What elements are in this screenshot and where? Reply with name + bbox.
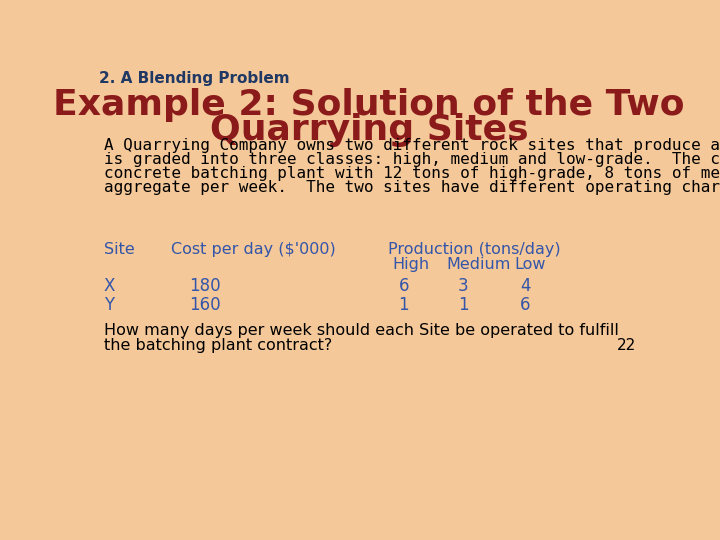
Text: concrete batching plant with 12 tons of high-grade, 8 tons of medium-grade and 2: concrete batching plant with 12 tons of …: [104, 166, 720, 181]
Text: 3: 3: [458, 278, 469, 295]
Text: A Quarrying Company owns two different rock sites that produce aggregate which, : A Quarrying Company owns two different r…: [104, 138, 720, 153]
Text: Production (tons/day): Production (tons/day): [388, 242, 561, 257]
Text: the batching plant contract?: the batching plant contract?: [104, 338, 332, 353]
Text: Low: Low: [515, 257, 546, 272]
Text: How many days per week should each Site be operated to fulfill: How many days per week should each Site …: [104, 323, 618, 338]
Text: 160: 160: [189, 296, 221, 314]
Text: 1: 1: [458, 296, 469, 314]
Text: High: High: [392, 257, 429, 272]
Text: 6: 6: [520, 296, 531, 314]
Text: Example 2: Solution of the Two: Example 2: Solution of the Two: [53, 88, 685, 122]
Text: 2. A Blending Problem: 2. A Blending Problem: [99, 71, 290, 86]
Text: 4: 4: [520, 278, 531, 295]
Text: aggregate per week.  The two sites have different operating characteristics as d: aggregate per week. The two sites have d…: [104, 179, 720, 194]
Text: X: X: [104, 278, 115, 295]
Text: 6: 6: [398, 278, 409, 295]
Text: 22: 22: [617, 338, 636, 353]
Text: Y: Y: [104, 296, 114, 314]
Text: Medium: Medium: [446, 257, 511, 272]
Text: 1: 1: [398, 296, 409, 314]
Text: is graded into three classes: high, medium and low-grade.  The company has contr: is graded into three classes: high, medi…: [104, 152, 720, 167]
Text: Quarrying Sites: Quarrying Sites: [210, 112, 528, 146]
Text: Cost per day ($'000): Cost per day ($'000): [171, 242, 336, 257]
Text: Site: Site: [104, 242, 135, 257]
Text: 180: 180: [189, 278, 221, 295]
